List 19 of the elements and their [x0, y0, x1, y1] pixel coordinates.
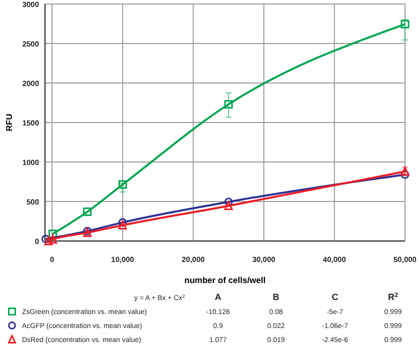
point [400, 20, 410, 28]
point [44, 236, 53, 246]
point [83, 208, 92, 216]
point [41, 234, 50, 244]
point [48, 234, 58, 244]
text: C [332, 292, 339, 302]
text: R$^{2}$ [388, 292, 398, 302]
point [118, 218, 127, 227]
point [224, 201, 233, 210]
y-axis-title: RFU [4, 114, 14, 132]
x-axis-title: number of cells/well [184, 275, 266, 285]
point [224, 100, 233, 109]
text: B [272, 292, 280, 302]
point [118, 220, 127, 230]
text: A [214, 292, 222, 302]
point [224, 198, 233, 206]
point [400, 170, 410, 179]
point [118, 180, 127, 189]
point [48, 230, 58, 238]
